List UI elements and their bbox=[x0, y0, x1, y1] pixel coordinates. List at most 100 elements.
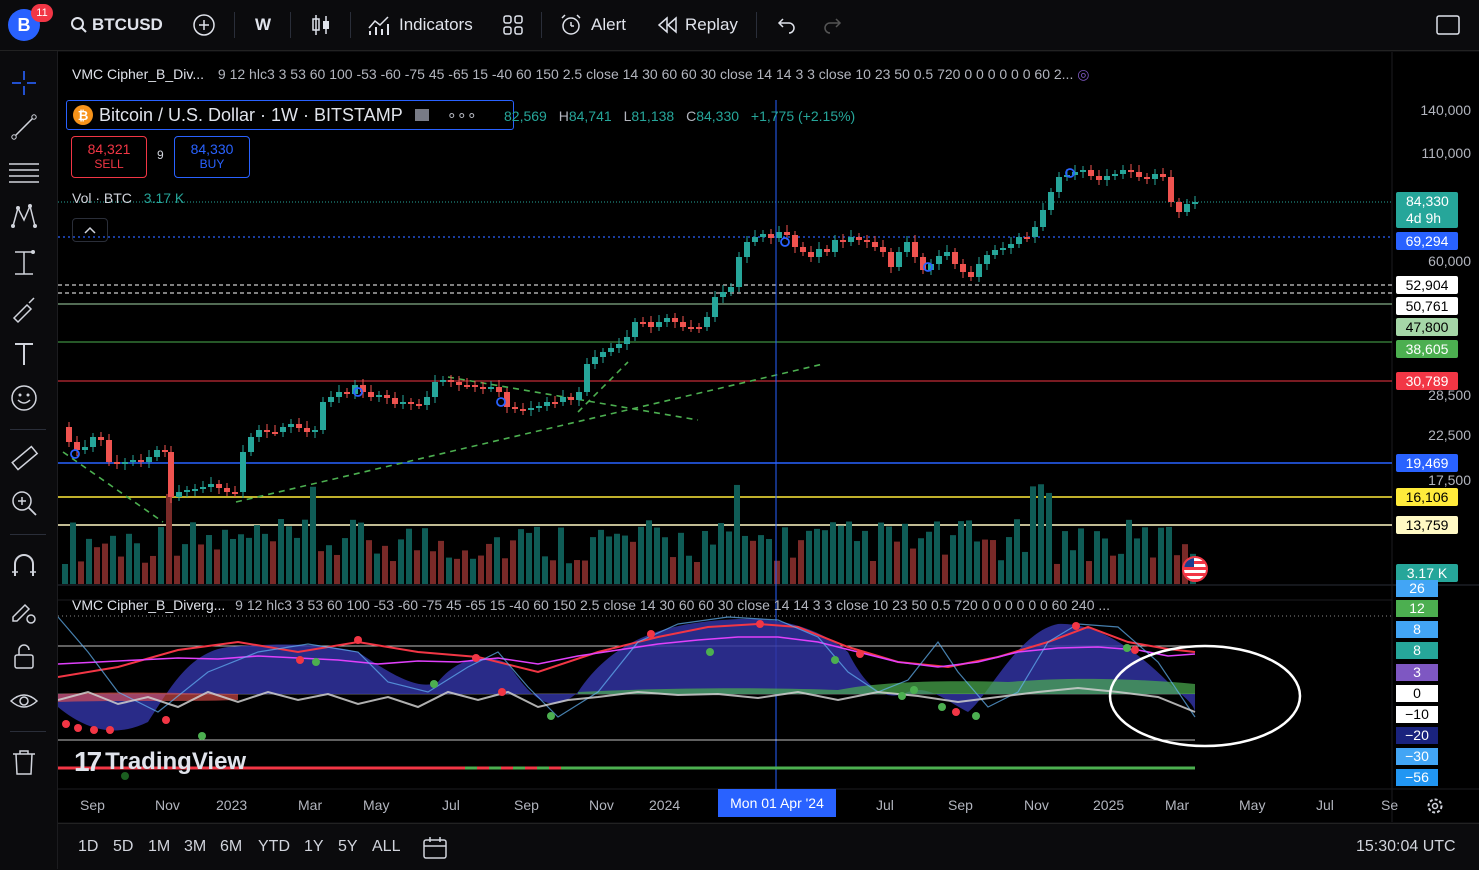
range-button-1y[interactable]: 1Y bbox=[304, 838, 324, 855]
more-icon[interactable]: ∘∘∘ bbox=[446, 107, 477, 124]
fullscreen-button[interactable] bbox=[1436, 10, 1460, 40]
range-button-ytd[interactable]: YTD bbox=[258, 838, 290, 855]
stay-in-draw-mode-tool[interactable] bbox=[8, 594, 40, 626]
utc-clock[interactable]: 15:30:04 UTC bbox=[1356, 838, 1456, 855]
time-axis-label: Sep bbox=[80, 797, 105, 813]
oscillator-value-badge: −10 bbox=[1396, 706, 1438, 723]
redo-button[interactable] bbox=[822, 10, 844, 40]
symbol-search-button[interactable]: BTCUSD bbox=[70, 10, 163, 40]
indicator-name: VMC Cipher_B_Diverg... bbox=[72, 597, 226, 613]
current-price: 84,330 bbox=[1406, 193, 1449, 209]
trend-line[interactable] bbox=[235, 363, 824, 503]
chart-area[interactable]: VMC Cipher_B_Div... 9 12 hlc3 3 53 60 10… bbox=[58, 52, 1479, 822]
high-prefix: H bbox=[558, 108, 569, 124]
volume-bar bbox=[230, 538, 236, 584]
remove-drawings-tool[interactable] bbox=[8, 746, 40, 778]
candle-body bbox=[696, 327, 702, 329]
ruler-tool[interactable] bbox=[8, 442, 40, 474]
candle-body bbox=[480, 387, 486, 389]
range-button-all[interactable]: ALL bbox=[372, 838, 401, 855]
volume-bar bbox=[854, 541, 860, 584]
symbol-legend[interactable]: ₿ Bitcoin / U.S. Dollar · 1W · BITSTAMP … bbox=[66, 100, 514, 130]
candle-body bbox=[320, 402, 326, 430]
indicators-button[interactable]: Indicators bbox=[367, 10, 473, 40]
candle-body bbox=[768, 234, 774, 238]
text-icon bbox=[15, 343, 33, 365]
chart-canvas[interactable] bbox=[58, 52, 1479, 822]
measure-tool[interactable] bbox=[8, 247, 40, 279]
volume-bar bbox=[702, 530, 708, 584]
range-button-3m[interactable]: 3M bbox=[184, 838, 207, 855]
candle-body bbox=[904, 242, 910, 252]
range-button-1d[interactable]: 1D bbox=[78, 838, 99, 855]
price-axis-label: 17,500 bbox=[1428, 472, 1471, 488]
collapse-legend-button[interactable] bbox=[72, 218, 108, 242]
layout-templates-button[interactable] bbox=[502, 10, 524, 40]
volume-bar bbox=[374, 553, 380, 584]
lock-drawings-tool[interactable] bbox=[8, 640, 40, 672]
pattern-icon bbox=[11, 203, 37, 228]
volume-bar bbox=[870, 560, 876, 584]
candle-body bbox=[154, 450, 160, 457]
date-range-button[interactable] bbox=[422, 836, 448, 865]
candle-body bbox=[872, 242, 878, 247]
candle-body bbox=[328, 397, 334, 402]
volume-legend[interactable]: Vol · BTC 3.17 K bbox=[72, 190, 184, 206]
divider bbox=[350, 12, 351, 38]
divider bbox=[10, 534, 46, 535]
us-flag-icon[interactable] bbox=[1182, 556, 1208, 582]
volume-bar bbox=[134, 543, 140, 584]
annotation-ellipse[interactable] bbox=[1108, 644, 1302, 748]
emoji-tool[interactable] bbox=[8, 382, 40, 414]
sell-button[interactable]: 84,321 SELL bbox=[71, 136, 147, 178]
range-button-5d[interactable]: 5D bbox=[113, 838, 134, 855]
text-tool[interactable] bbox=[8, 338, 40, 370]
volume-bar bbox=[502, 558, 508, 584]
crosshair-icon bbox=[12, 71, 36, 95]
interval-button[interactable]: W bbox=[255, 10, 271, 40]
time-axis-label: 2024 bbox=[649, 797, 681, 813]
candle-body bbox=[944, 252, 950, 256]
trend-line[interactable] bbox=[62, 451, 164, 523]
chart-type-button[interactable] bbox=[310, 10, 332, 40]
axis-settings-button[interactable] bbox=[1425, 796, 1445, 821]
compare-add-button[interactable] bbox=[192, 10, 216, 40]
buy-button[interactable]: 84,330 BUY bbox=[174, 136, 250, 178]
zoom-tool[interactable] bbox=[8, 487, 40, 519]
volume-bar bbox=[310, 486, 316, 584]
candle-body bbox=[122, 462, 128, 464]
calendar-icon bbox=[423, 837, 447, 859]
candle-body bbox=[1144, 177, 1150, 179]
candle-body bbox=[1160, 174, 1166, 177]
oscillator-dot bbox=[354, 636, 362, 644]
brush-tool[interactable] bbox=[8, 293, 40, 325]
candle-body bbox=[824, 249, 830, 252]
oscillator-dot bbox=[74, 724, 82, 732]
volume-bar bbox=[998, 560, 1004, 584]
oscillator-dot bbox=[106, 726, 114, 734]
range-button-1m[interactable]: 1M bbox=[148, 838, 171, 855]
range-button-6m[interactable]: 6M bbox=[220, 838, 243, 855]
indicator-params: 9 12 hlc3 3 53 60 100 -53 -60 -75 45 -65… bbox=[217, 66, 1074, 82]
crosshair-tool[interactable] bbox=[8, 67, 40, 99]
candle-body bbox=[272, 432, 278, 434]
hide-drawings-tool[interactable] bbox=[8, 685, 40, 717]
candle-body bbox=[504, 392, 510, 407]
candle-body bbox=[464, 385, 470, 387]
undo-button[interactable] bbox=[775, 10, 797, 40]
indicator-header-top[interactable]: VMC Cipher_B_Div... 9 12 hlc3 3 53 60 10… bbox=[72, 66, 1089, 83]
ohlc-low: 81,138 bbox=[631, 108, 675, 124]
trend-line-tool[interactable] bbox=[8, 111, 40, 143]
volume-bar bbox=[86, 538, 92, 584]
fib-tool[interactable] bbox=[8, 157, 40, 189]
magnet-tool[interactable] bbox=[8, 549, 40, 581]
indicator-header-bottom[interactable]: VMC Cipher_B_Diverg... 9 12 hlc3 3 53 60… bbox=[72, 597, 1110, 613]
pattern-tool[interactable] bbox=[8, 201, 40, 233]
trend-line[interactable] bbox=[577, 361, 629, 413]
replay-button[interactable]: Replay bbox=[657, 10, 738, 40]
volume-bar bbox=[278, 519, 284, 584]
alert-button[interactable]: Alert bbox=[559, 10, 626, 40]
range-button-5y[interactable]: 5Y bbox=[338, 838, 358, 855]
eye-icon bbox=[9, 694, 39, 708]
volume-bar bbox=[750, 540, 756, 584]
